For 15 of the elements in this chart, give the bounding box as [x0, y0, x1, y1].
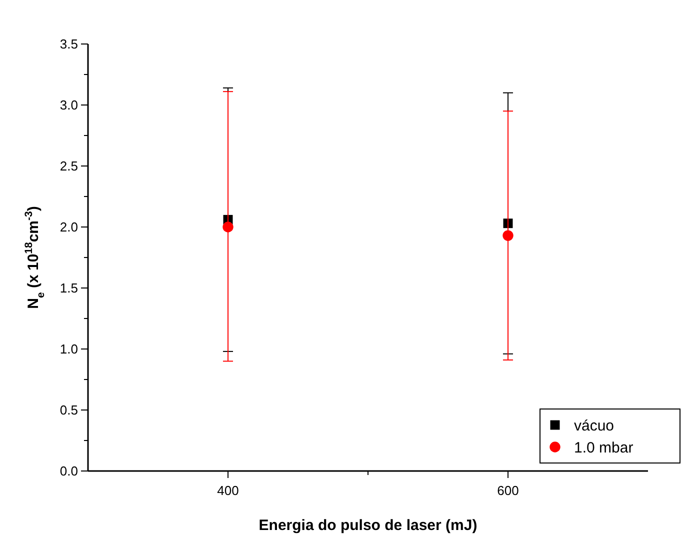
point — [222, 222, 234, 232]
x-tick-label: 600 — [497, 483, 519, 498]
y-tick-label: 2.5 — [60, 158, 78, 174]
legend-label: vácuo — [574, 417, 614, 434]
y-tick-label: 0.5 — [60, 402, 78, 418]
y-tick-label: 3.0 — [60, 98, 78, 113]
point — [502, 230, 514, 241]
y-tick-label: 1.0 — [60, 342, 78, 357]
y-tick-label: 2.0 — [60, 220, 78, 235]
y-tick-label: 3.5 — [60, 36, 78, 52]
x-axis-title: Energia do pulso de laser (mJ) — [258, 517, 478, 534]
legend-label: 1.0 mbar — [574, 439, 634, 456]
y-tick-label: 0.0 — [60, 464, 78, 479]
x-tick-label: 400 — [217, 483, 239, 498]
y-tick-label: 1.5 — [60, 280, 78, 296]
